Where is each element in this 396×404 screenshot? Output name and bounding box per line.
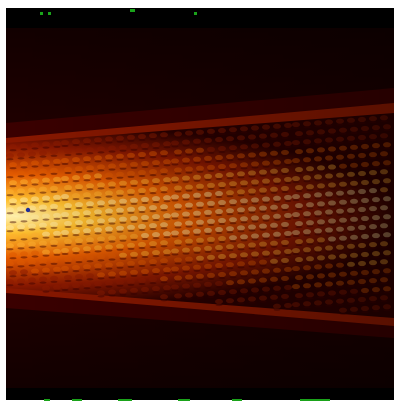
hud-fragment xyxy=(44,399,50,401)
hud-fragment xyxy=(118,399,132,401)
beam-intensity-image xyxy=(6,8,394,400)
hud-fragment xyxy=(130,9,135,12)
hud-fragment xyxy=(72,399,82,401)
hud-fragment xyxy=(194,12,197,15)
intensity-map xyxy=(6,8,394,400)
edge-fade xyxy=(6,8,394,400)
hud-fragment xyxy=(232,399,242,401)
hud-fragment xyxy=(300,399,330,401)
hud-fragment xyxy=(178,399,190,401)
hud-fragment xyxy=(40,12,43,15)
hud-fragment xyxy=(48,12,51,15)
source-marker xyxy=(25,207,31,213)
